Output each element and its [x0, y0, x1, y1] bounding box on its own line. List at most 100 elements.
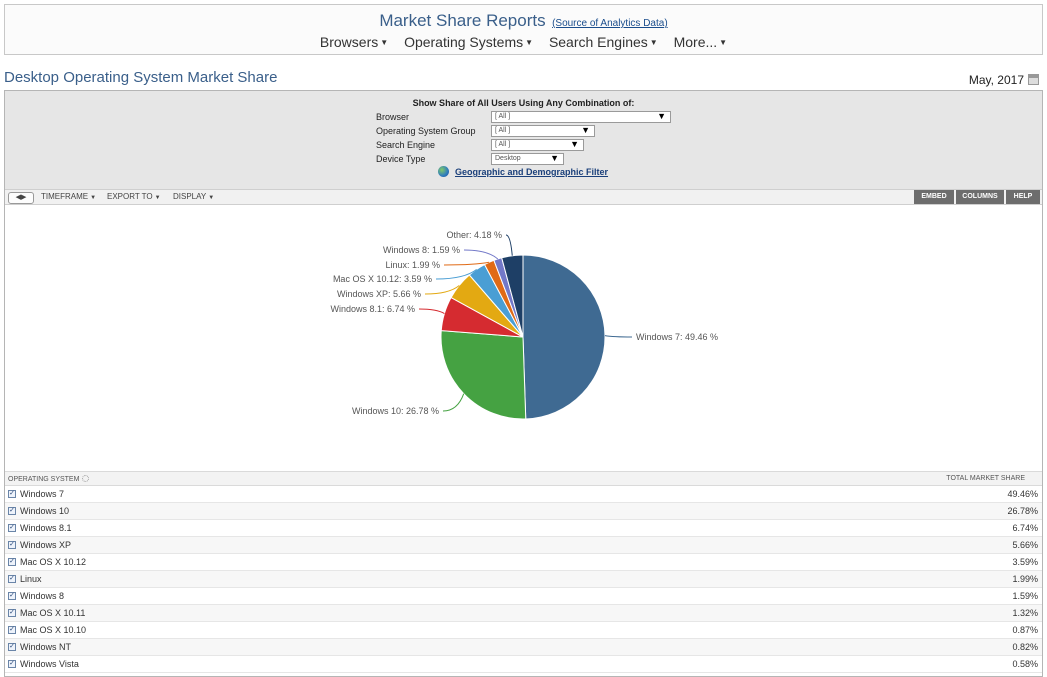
page-title: Desktop Operating System Market Share [4, 69, 278, 86]
browser-select[interactable]: [ All ] ▼ [491, 111, 671, 123]
help-button[interactable]: HELP [1006, 190, 1040, 204]
table-header: OPERATING SYSTEM TOTAL MARKET SHARE [5, 471, 1042, 486]
timeframe-menu[interactable]: TIMEFRAME ▼ [41, 192, 97, 201]
pie-connector [463, 249, 499, 260]
embed-button[interactable]: EMBED [914, 190, 954, 204]
row-share-value: 0.82% [1012, 642, 1038, 652]
caret-down-icon: ▼ [154, 195, 161, 201]
gear-icon[interactable] [82, 475, 90, 482]
row-share-value: 1.59% [1012, 591, 1038, 601]
date-picker[interactable]: May, 2017 [969, 73, 1039, 87]
table-row: ✓ Mac OS X 10.12 3.59% [5, 554, 1042, 571]
globe-icon [438, 166, 449, 177]
row-checkbox[interactable]: ✓ [8, 609, 16, 617]
dropdown-arrow-icon: ▼ [570, 139, 579, 149]
source-link[interactable]: (Source of Analytics Data) [552, 18, 668, 29]
prev-next-arrows[interactable]: ◀▶ [8, 192, 34, 204]
row-os-name: Windows 7 [20, 489, 65, 499]
row-checkbox[interactable]: ✓ [8, 575, 16, 583]
row-checkbox[interactable]: ✓ [8, 507, 16, 515]
table-row: ✓ Windows 10 26.78% [5, 503, 1042, 520]
table-row: ✓ Windows 8 1.59% [5, 588, 1042, 605]
row-checkbox[interactable]: ✓ [8, 524, 16, 532]
nav-more[interactable]: More... ▼ [673, 34, 728, 50]
pie-label: Windows 8.1: 6.74 % [330, 304, 415, 314]
table-row: ✓ Linux 1.99% [5, 571, 1042, 588]
filter-os-group-label: Operating System Group [376, 126, 476, 136]
row-share-value: 5.66% [1012, 540, 1038, 550]
pie-label: Windows XP: 5.66 % [337, 289, 421, 299]
dropdown-arrow-icon: ▼ [550, 153, 559, 163]
filter-panel: Show Share of All Users Using Any Combin… [5, 91, 1042, 189]
row-share-value: 26.78% [1007, 506, 1038, 516]
main-nav: Browsers ▼ Operating Systems ▼ Search Engi… [5, 34, 1042, 50]
caret-down-icon: ▼ [208, 195, 215, 201]
pie-label: Other: 4.18 % [446, 230, 502, 240]
pie-connector [435, 268, 477, 280]
filter-browser-label: Browser [376, 112, 410, 122]
site-header: Market Share Reports (Source of Analytic… [4, 4, 1043, 55]
row-share-value: 1.32% [1012, 608, 1038, 618]
row-os-name: Windows 8 [20, 591, 65, 601]
nav-browsers[interactable]: Browsers ▼ [319, 34, 389, 50]
table-row: ✓ Mac OS X 10.11 1.32% [5, 605, 1042, 622]
columns-button[interactable]: COLUMNS [956, 190, 1004, 204]
pie-connector [424, 285, 460, 295]
dropdown-arrow-icon: ▼ [581, 125, 590, 135]
row-share-value: 6.74% [1012, 523, 1038, 533]
caret-down-icon: ▼ [719, 38, 728, 47]
pie-slice-windows-10[interactable] [440, 330, 527, 420]
site-title-bar: Market Share Reports (Source of Analytic… [5, 11, 1042, 31]
caret-down-icon: ▼ [380, 38, 389, 47]
nav-operating-systems[interactable]: Operating Systems ▼ [404, 34, 534, 50]
chart-area: Windows 7: 49.46 % Windows 10: 26.78 % Win… [5, 205, 1042, 471]
table-row: ✓ Mac OS X 10.10 0.87% [5, 622, 1042, 639]
search-engine-select[interactable]: [ All ] ▼ [491, 139, 584, 151]
row-os-name: Windows Vista [20, 659, 79, 669]
pie-connector [442, 393, 465, 412]
row-checkbox[interactable]: ✓ [8, 643, 16, 651]
pie-connector [505, 234, 513, 256]
filter-heading: Show Share of All Users Using Any Combin… [412, 98, 635, 108]
row-checkbox[interactable]: ✓ [8, 541, 16, 549]
table-body: ✓ Windows 7 49.46% ✓ Windows 10 26.78% ✓ Window… [5, 486, 1042, 673]
row-share-value: 49.46% [1007, 489, 1038, 499]
row-checkbox[interactable]: ✓ [8, 626, 16, 634]
pie-label: Linux: 1.99 % [385, 260, 440, 270]
pie-connector [604, 335, 633, 338]
row-os-name: Mac OS X 10.11 [20, 608, 86, 618]
table-row: ✓ Windows 8.1 6.74% [5, 520, 1042, 537]
pie-connector [418, 308, 445, 314]
caret-down-icon: ▼ [649, 38, 658, 47]
row-share-value: 3.59% [1012, 557, 1038, 567]
device-type-select[interactable]: Desktop ▼ [491, 153, 564, 165]
col-share-header[interactable]: TOTAL MARKET SHARE [946, 475, 1025, 482]
nav-search-engines[interactable]: Search Engines ▼ [548, 34, 658, 50]
filter-search-engine-label: Search Engine [376, 140, 436, 150]
display-menu[interactable]: DISPLAY ▼ [173, 192, 215, 201]
export-menu[interactable]: EXPORT TO ▼ [107, 192, 161, 201]
pie-label: Windows 10: 26.78 % [352, 406, 439, 416]
row-checkbox[interactable]: ✓ [8, 660, 16, 668]
pie-label: Mac OS X 10.12: 3.59 % [333, 274, 432, 284]
os-group-select[interactable]: [ All ] ▼ [491, 125, 595, 137]
row-os-name: Mac OS X 10.12 [20, 557, 87, 567]
calendar-icon[interactable] [1028, 74, 1039, 85]
site-title[interactable]: Market Share Reports [379, 11, 546, 30]
filter-device-type-label: Device Type [376, 154, 426, 164]
row-checkbox[interactable]: ✓ [8, 490, 16, 498]
row-os-name: Mac OS X 10.10 [20, 625, 87, 635]
report-panel: Show Share of All Users Using Any Combin… [4, 90, 1043, 677]
pie-label: Windows 7: 49.46 % [636, 332, 718, 342]
pie-label: Windows 8: 1.59 % [383, 245, 460, 255]
row-checkbox[interactable]: ✓ [8, 592, 16, 600]
table-row: ✓ Windows 7 49.46% [5, 486, 1042, 503]
pie-slice-windows-7[interactable] [522, 254, 606, 420]
row-os-name: Windows 10 [20, 506, 70, 516]
row-os-name: Windows XP [20, 540, 72, 550]
col-os-header[interactable]: OPERATING SYSTEM [8, 475, 90, 483]
report-date: May, 2017 [968, 73, 1024, 87]
geo-filter-link[interactable]: Geographic and Demographic Filter [438, 166, 608, 177]
row-checkbox[interactable]: ✓ [8, 558, 16, 566]
table-row: ✓ Windows NT 0.82% [5, 639, 1042, 656]
